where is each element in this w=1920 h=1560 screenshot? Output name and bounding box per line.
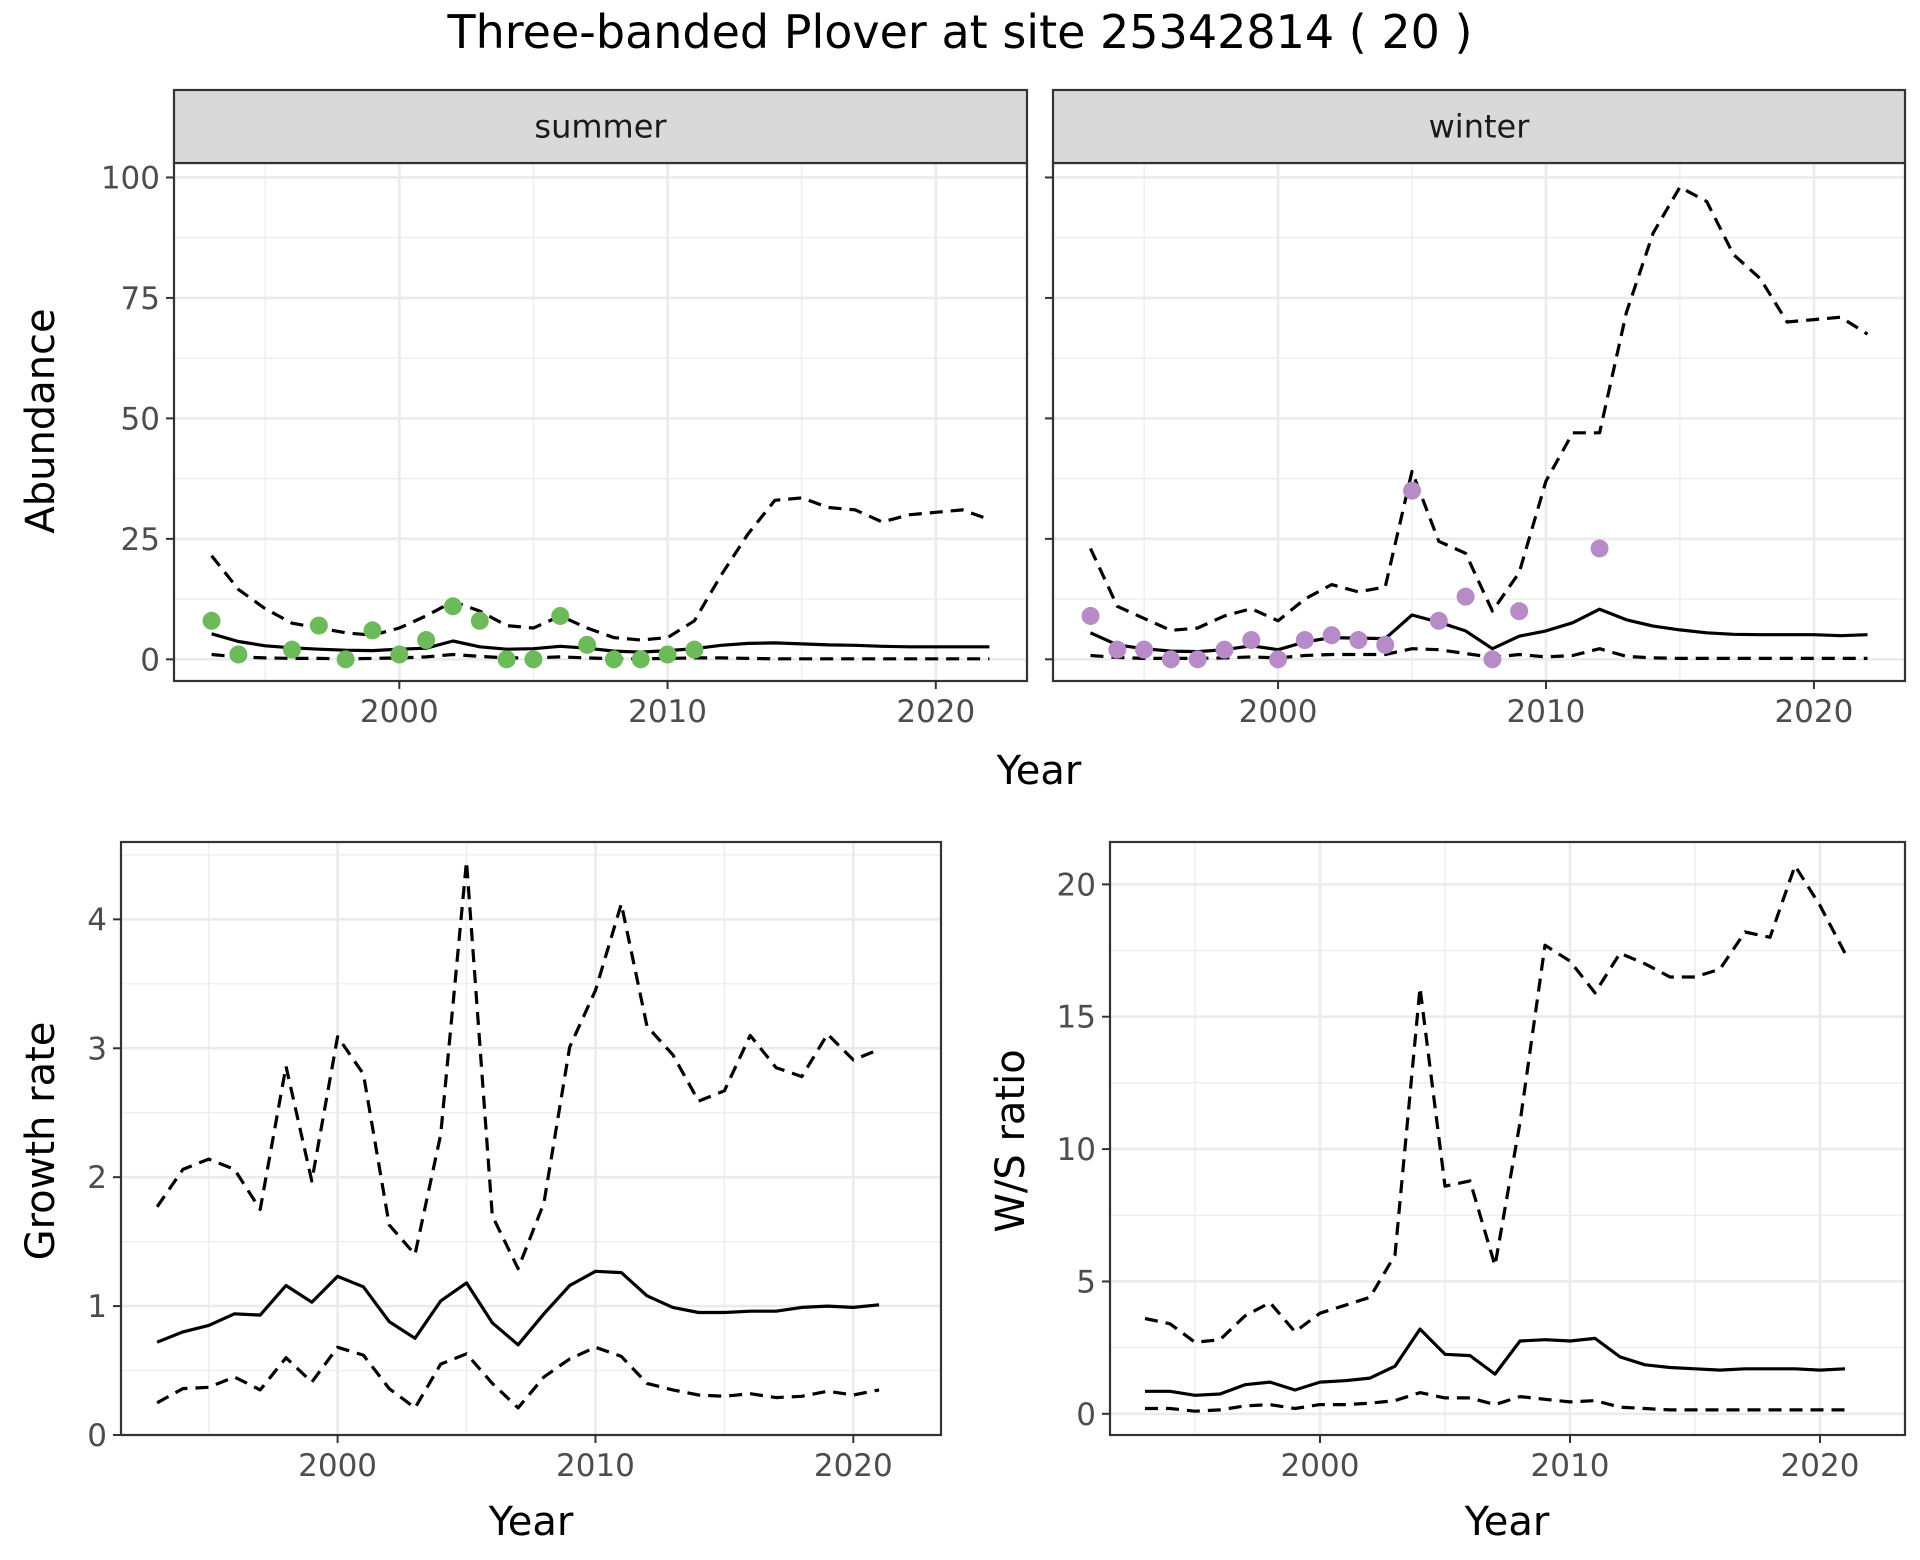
figure-title: Three-banded Plover at site 25342814 ( 2… [447, 5, 1473, 59]
abundance-winter-strip [1051, 88, 1907, 165]
abundance-summer-point-2007 [578, 635, 597, 654]
growth-rate-x-tick-label-2000: 2000 [298, 1448, 377, 1484]
abundance-summer-strip [172, 88, 1029, 165]
ws-ratio-x-tick-label-2020: 2020 [1781, 1448, 1860, 1484]
abundance-summer-panel: summer 2000 2010 2020 0 25 50 75 100 [101, 88, 1029, 730]
abundance-summer-plot-background [174, 163, 1027, 681]
abundance-summer-x-tick-label-2020: 2020 [896, 694, 975, 730]
abundance-summer-point-1998 [336, 650, 355, 669]
abundance-winter-point-2005 [1403, 481, 1422, 500]
ws-ratio-y-tick-label-10: 10 [1057, 1132, 1096, 1168]
growth-rate-y-axis-label: Growth rate [18, 1022, 64, 1261]
ws-ratio-y-tick-label-15: 15 [1057, 1000, 1096, 1036]
abundance-summer-y-tick-label-25: 25 [121, 522, 160, 558]
growth-rate-y-tick-label-1: 1 [87, 1289, 107, 1325]
abundance-summer-point-2010 [658, 645, 677, 664]
growth-rate-series-upper [155, 859, 880, 1271]
growth-rate-x-tick-label-2020: 2020 [814, 1448, 893, 1484]
growth-rate-y-tick-label-0: 0 [87, 1418, 107, 1454]
ws-ratio-y-tick-label-5: 5 [1076, 1264, 1096, 1300]
ws-ratio-y-tick-label-20: 20 [1057, 867, 1096, 903]
abundance-summer-point-1997 [309, 616, 328, 635]
ws-ratio-plot-background [1110, 842, 1905, 1435]
ws-ratio-x-tick-label-2000: 2000 [1281, 1448, 1360, 1484]
abundance-winter-x-tick-label-2020: 2020 [1774, 694, 1853, 730]
abundance-winter-point-2006 [1429, 611, 1448, 630]
growth-rate-x-axis-label: Year [488, 1499, 574, 1545]
growth-rate-panel-border [119, 840, 943, 1437]
abundance-winter-x-tick-label-2010: 2010 [1507, 694, 1586, 730]
growth-rate-y-tick-label-3: 3 [87, 1031, 107, 1067]
abundance-summer-point-2001 [417, 631, 436, 650]
abundance-winter-plot-background [1053, 163, 1905, 681]
abundance-summer-x-tick-label-2010: 2010 [628, 694, 707, 730]
ws-ratio-panel: 2000 2010 2020 0 5 10 15 20 [1057, 840, 1907, 1484]
abundance-summer-point-1999 [363, 621, 382, 640]
abundance-winter-point-1994 [1108, 640, 1127, 659]
abundance-winter-strip-label: winter [1429, 108, 1531, 146]
abundance-summer-point-2002 [443, 597, 462, 616]
abundance-winter-point-2001 [1295, 631, 1314, 650]
abundance-summer-point-2000 [390, 645, 409, 664]
abundance-summer-point-2008 [604, 650, 623, 669]
abundance-summer-point-2005 [524, 650, 543, 669]
ws-ratio-x-tick-label-2010: 2010 [1531, 1448, 1610, 1484]
ws-ratio-y-axis-label: W/S ratio [988, 1049, 1034, 1232]
growth-rate-y-tick-label-4: 4 [87, 902, 107, 938]
abundance-winter-point-2004 [1376, 635, 1395, 654]
growth-rate-x-tick-label-2010: 2010 [556, 1448, 635, 1484]
abundance-winter-point-1995 [1135, 640, 1154, 659]
abundance-winter-point-2009 [1510, 602, 1529, 621]
abundance-winter-point-2002 [1322, 626, 1341, 645]
abundance-winter-point-1993 [1081, 606, 1100, 625]
growth-rate-y-tick-label-2: 2 [87, 1160, 107, 1196]
abundance-x-axis-label: Year [996, 748, 1082, 794]
abundance-winter-point-2000 [1269, 650, 1288, 669]
abundance-y-axis-label: Abundance [18, 308, 64, 533]
growth-rate-plot-background [121, 842, 941, 1435]
abundance-winter-point-2007 [1456, 587, 1475, 606]
abundance-winter-point-2003 [1349, 631, 1368, 650]
abundance-winter-point-1998 [1215, 640, 1234, 659]
abundance-winter-panel: winter 2000 2010 2020 [1045, 88, 1907, 730]
abundance-summer-point-1996 [283, 640, 302, 659]
ws-ratio-series-estimate [1145, 1327, 1846, 1397]
abundance-winter-point-1999 [1242, 631, 1261, 650]
abundance-summer-strip-label: summer [534, 108, 667, 146]
ws-ratio-series-lower [1145, 1391, 1845, 1413]
abundance-winter-point-1997 [1188, 650, 1207, 669]
abundance-summer-y-tick-label-0: 0 [140, 642, 160, 678]
abundance-summer-y-tick-label-75: 75 [121, 281, 160, 317]
abundance-winter-point-2008 [1483, 650, 1502, 669]
abundance-winter-series-lower [1090, 647, 1868, 660]
abundance-summer-series-estimate [211, 632, 990, 654]
abundance-summer-series-upper [210, 496, 990, 642]
abundance-summer-point-2006 [551, 606, 570, 625]
abundance-winter-point-2012 [1590, 539, 1609, 558]
abundance-summer-y-tick-label-100: 100 [101, 160, 160, 196]
ws-ratio-y-tick-label-0: 0 [1076, 1397, 1096, 1433]
abundance-summer-point-2004 [497, 650, 516, 669]
growth-rate-series-lower [156, 1345, 880, 1410]
abundance-summer-y-tick-label-50: 50 [121, 401, 160, 437]
ws-ratio-panel-border [1108, 840, 1907, 1437]
abundance-summer-x-tick-label-2000: 2000 [360, 694, 439, 730]
growth-rate-panel: 2000 2010 2020 0 1 2 3 4 [87, 840, 943, 1484]
abundance-summer-point-2011 [685, 640, 704, 659]
abundance-summer-point-1993 [202, 611, 221, 630]
abundance-summer-point-2003 [470, 611, 489, 630]
abundance-winter-series-upper [1089, 185, 1869, 632]
growth-rate-series-estimate [156, 1269, 880, 1347]
abundance-winter-point-1996 [1161, 650, 1180, 669]
ws-ratio-series-upper [1144, 864, 1847, 1344]
abundance-summer-point-1994 [229, 645, 248, 664]
abundance-summer-point-2009 [631, 650, 650, 669]
ws-ratio-x-axis-label: Year [1464, 1499, 1550, 1545]
abundance-winter-x-tick-label-2000: 2000 [1239, 694, 1318, 730]
